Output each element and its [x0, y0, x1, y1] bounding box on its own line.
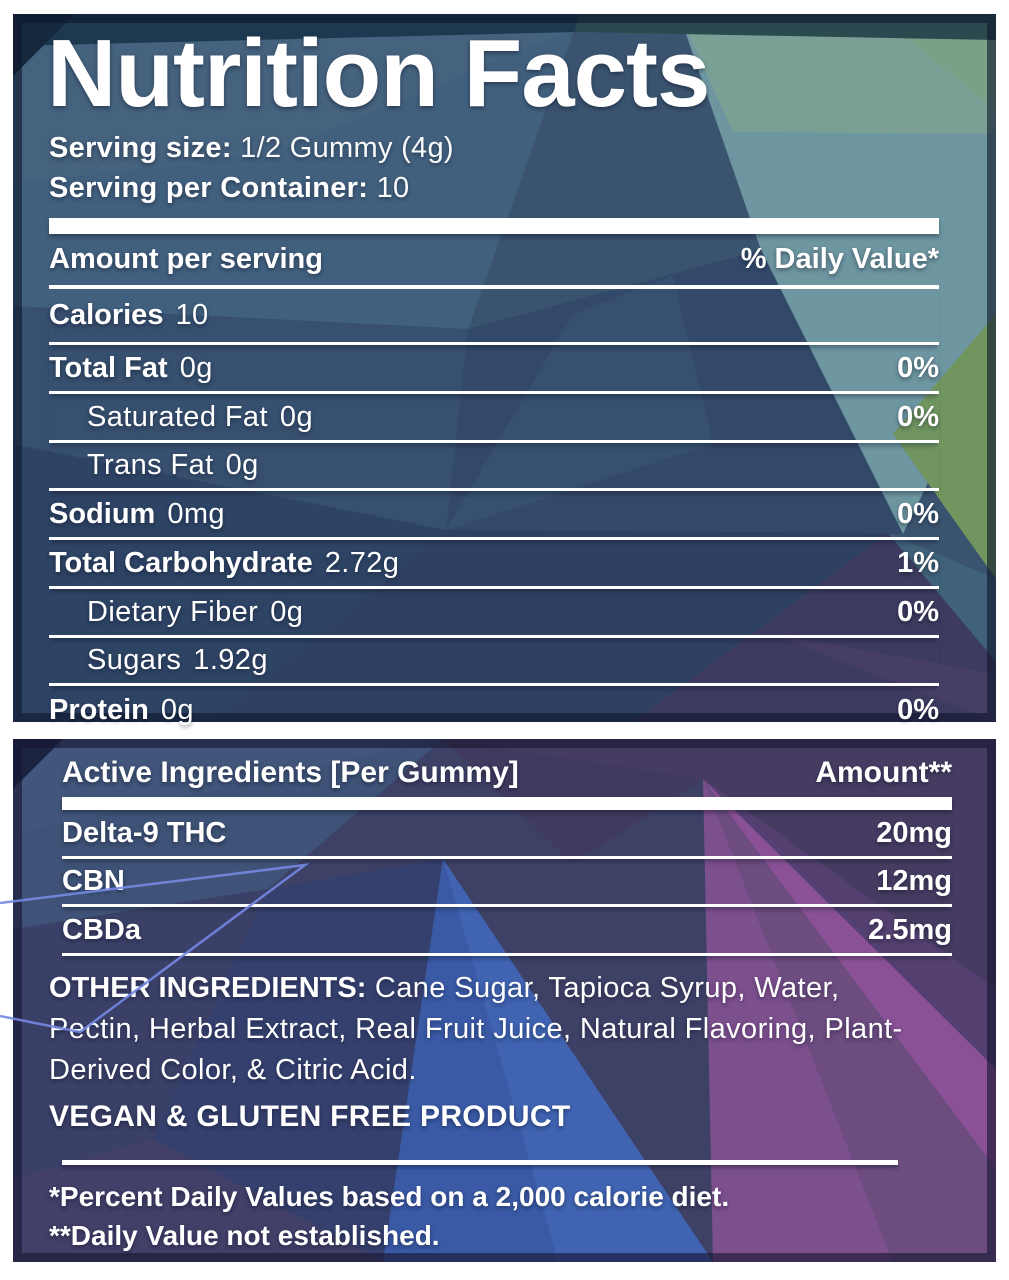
ingredient-amount: 2.5mg — [868, 913, 952, 946]
nutrition-row-sugars: Sugars 1.92g — [49, 638, 939, 686]
row-label: Dietary Fiber — [87, 595, 259, 628]
row-label: Protein — [49, 694, 149, 726]
row-daily-value: 0% — [897, 351, 939, 384]
serving-size-value: 1/2 Gummy (4g) — [240, 132, 454, 164]
thick-divider — [49, 218, 939, 234]
ingredient-row-delta9-thc: Delta-9 THC 20mg — [62, 810, 952, 859]
nutrition-row-saturated-fat: Saturated Fat 0g 0% — [49, 394, 939, 443]
nutrition-row-total-carbohydrate: Total Carbohydrate 2.72g 1% — [49, 540, 939, 589]
nutrition-row-total-fat: Total Fat 0g 0% — [49, 345, 939, 394]
row-value: 0g — [160, 694, 194, 726]
row-value: 0g — [279, 400, 313, 433]
row-value: 1.92g — [193, 644, 268, 676]
nutrition-row-sodium: Sodium 0mg 0% — [49, 491, 939, 540]
column-header-row: Amount per serving % Daily Value* — [49, 234, 939, 289]
servings-value: 10 — [376, 172, 410, 204]
row-value: 2.72g — [324, 546, 400, 579]
nutrition-grid: Amount per serving % Daily Value* Calori… — [49, 218, 939, 735]
footnotes: *Percent Daily Values based on a 2,000 c… — [49, 1177, 729, 1255]
ingredient-label: CBDa — [62, 913, 141, 946]
lowpoly-background-bottom — [13, 739, 996, 1262]
ingredient-label: CBN — [62, 865, 125, 897]
vegan-note: VEGAN & GLUTEN FREE PRODUCT — [49, 1100, 571, 1133]
servings-label: Serving per Container: — [49, 172, 369, 204]
serving-size-label: Serving size: — [49, 132, 232, 164]
nutrition-row-protein: Protein 0g 0% — [49, 686, 939, 735]
row-daily-value: 0% — [897, 400, 939, 433]
nutrition-row-trans-fat: Trans Fat 0g — [49, 443, 939, 491]
row-daily-value: 0% — [897, 694, 939, 726]
serving-info: Serving size: 1/2 Gummy (4g) Serving per… — [49, 128, 454, 208]
ingredients-header-row: Active Ingredients [Per Gummy] Amount** — [62, 748, 952, 797]
row-value: 0g — [270, 595, 304, 628]
servings-per-container-row: Serving per Container: 10 — [49, 168, 454, 208]
active-ingredients-header: Active Ingredients [Per Gummy] — [62, 755, 519, 789]
other-ingredients-label: OTHER INGREDIENTS: — [49, 972, 367, 1004]
row-label: Sugars — [87, 644, 182, 676]
row-label: Total Fat — [49, 351, 168, 384]
footnote-not-established: **Daily Value not established. — [49, 1220, 440, 1251]
row-label: Calories — [49, 299, 164, 331]
row-daily-value: 0% — [897, 497, 939, 530]
row-daily-value: 0% — [897, 595, 939, 628]
active-ingredients-grid: Active Ingredients [Per Gummy] Amount** … — [62, 748, 952, 956]
daily-value-header: % Daily Value* — [740, 243, 939, 275]
footnote-daily-values: *Percent Daily Values based on a 2,000 c… — [49, 1181, 730, 1212]
row-value: 10 — [175, 299, 209, 331]
ingredient-amount: 20mg — [876, 816, 952, 849]
ingredient-label: Delta-9 THC — [62, 816, 227, 849]
ingredient-row-cbn: CBN 12mg — [62, 859, 952, 907]
nutrition-title: Nutrition Facts — [47, 20, 710, 127]
amount-per-serving-header: Amount per serving — [49, 243, 323, 275]
ingredient-amount: 12mg — [876, 865, 952, 897]
serving-size-row: Serving size: 1/2 Gummy (4g) — [49, 128, 454, 168]
footnote-divider — [62, 1160, 898, 1165]
row-value: 0mg — [167, 497, 225, 530]
row-label: Sodium — [49, 497, 156, 530]
row-value: 0g — [179, 351, 213, 384]
other-ingredients-paragraph: OTHER INGREDIENTS: Cane Sugar, Tapioca S… — [49, 968, 933, 1091]
ingredient-row-cbda: CBDa 2.5mg — [62, 907, 952, 956]
nutrition-row-dietary-fiber: Dietary Fiber 0g 0% — [49, 589, 939, 638]
row-label: Saturated Fat — [87, 400, 268, 433]
row-daily-value: 1% — [897, 546, 939, 579]
amount-header: Amount** — [815, 755, 952, 789]
row-value: 0g — [225, 449, 259, 481]
thick-divider — [62, 797, 952, 810]
row-label: Total Carbohydrate — [49, 546, 313, 579]
nutrition-row-calories: Calories 10 — [49, 289, 939, 345]
row-label: Trans Fat — [87, 449, 214, 481]
